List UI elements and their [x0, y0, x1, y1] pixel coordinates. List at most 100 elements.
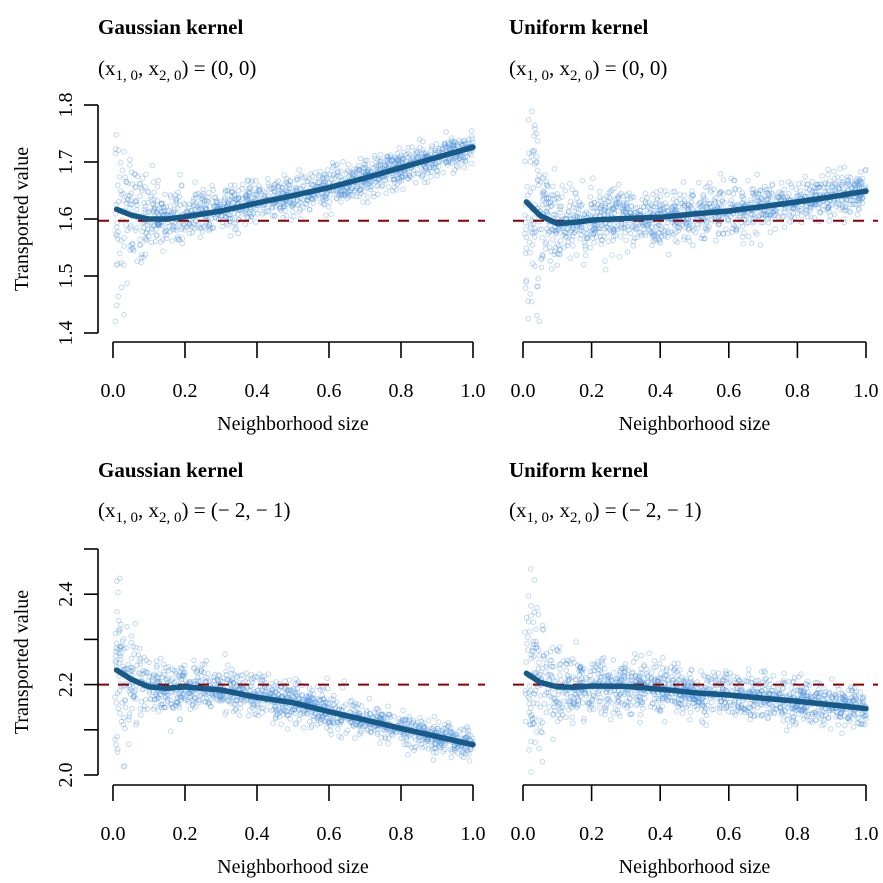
- data-point: [283, 213, 290, 219]
- data-point: [707, 180, 713, 186]
- data-point: [251, 191, 257, 198]
- data-point: [616, 181, 622, 188]
- x-tick-label: 1.0: [461, 823, 486, 845]
- data-point: [145, 189, 151, 196]
- subtitle-rhs: ) = (− 2, − 1): [182, 498, 291, 522]
- data-point: [139, 187, 145, 194]
- data-point: [264, 208, 270, 215]
- data-point: [358, 186, 364, 192]
- data-point: [160, 236, 166, 243]
- data-point: [322, 179, 329, 186]
- data-point: [399, 155, 406, 162]
- data-point: [231, 210, 238, 217]
- data-point: [573, 639, 579, 645]
- data-point: [371, 193, 377, 200]
- data-point: [720, 177, 727, 183]
- data-point: [272, 182, 278, 188]
- data-point: [430, 162, 437, 168]
- data-point: [137, 193, 143, 199]
- data-point: [373, 163, 380, 169]
- data-point: [117, 159, 124, 166]
- data-point: [826, 218, 833, 224]
- panel-title: Uniform kernel: [509, 458, 649, 482]
- data-point: [253, 191, 259, 197]
- data-point: [203, 197, 210, 204]
- data-point: [333, 162, 339, 169]
- data-point: [369, 161, 375, 167]
- data-point: [339, 685, 346, 691]
- data-point: [452, 155, 458, 161]
- data-point: [236, 712, 243, 719]
- data-point: [523, 226, 529, 232]
- data-point: [151, 205, 158, 211]
- data-point: [169, 226, 176, 232]
- data-point: [536, 318, 543, 325]
- data-point: [354, 166, 360, 172]
- x-tick-label: 1.0: [461, 380, 486, 402]
- data-point: [228, 189, 235, 195]
- data-point: [608, 716, 614, 723]
- data-point: [121, 262, 127, 268]
- data-point: [522, 250, 529, 257]
- data-point: [247, 185, 253, 192]
- data-point: [225, 200, 231, 207]
- data-point: [418, 152, 425, 158]
- data-point: [590, 175, 596, 181]
- data-point: [141, 225, 147, 231]
- data-point: [115, 182, 121, 189]
- data-point: [223, 671, 230, 678]
- data-point: [429, 143, 435, 149]
- data-point: [387, 176, 393, 183]
- data-point: [306, 194, 313, 200]
- data-point: [123, 178, 129, 185]
- data-point: [189, 224, 196, 231]
- data-point: [447, 159, 454, 165]
- data-point: [319, 175, 326, 181]
- data-point: [443, 159, 449, 165]
- data-point: [131, 171, 138, 177]
- data-point: [528, 108, 535, 115]
- data-point: [450, 170, 457, 176]
- data-point: [198, 192, 204, 199]
- data-point: [551, 192, 557, 198]
- data-point: [191, 202, 198, 209]
- data-point: [133, 207, 140, 213]
- data-point: [281, 172, 288, 178]
- data-point: [587, 194, 594, 200]
- data-point: [696, 179, 702, 186]
- data-point: [320, 197, 326, 204]
- data-point: [343, 189, 349, 195]
- data-point: [119, 191, 125, 198]
- data-point: [338, 168, 344, 174]
- data-point: [405, 144, 412, 151]
- y-tick-label: 2.2: [55, 672, 77, 697]
- data-point: [232, 226, 238, 233]
- data-point: [366, 695, 373, 702]
- data-point: [616, 253, 623, 260]
- data-point: [184, 208, 190, 214]
- data-point: [154, 210, 161, 216]
- data-point: [349, 185, 355, 191]
- data-point: [384, 153, 391, 160]
- data-point: [674, 239, 681, 246]
- data-point: [642, 190, 649, 197]
- data-point: [171, 206, 178, 212]
- data-point: [405, 176, 412, 182]
- data-point: [338, 191, 344, 197]
- axes: 0.0 0.2 0.4 0.6 0.8 1.0: [511, 341, 879, 402]
- panel-title: Gaussian kernel: [98, 15, 243, 39]
- data-point: [569, 186, 575, 193]
- data-point: [293, 676, 299, 682]
- data-point: [129, 181, 136, 187]
- data-point: [858, 169, 864, 175]
- data-point: [767, 212, 773, 218]
- data-point: [122, 174, 128, 181]
- data-point: [271, 187, 277, 194]
- data-point: [391, 158, 398, 165]
- data-point: [265, 181, 272, 187]
- data-point: [197, 205, 204, 212]
- data-point: [344, 195, 351, 201]
- data-point: [434, 168, 441, 175]
- data-point: [405, 170, 411, 177]
